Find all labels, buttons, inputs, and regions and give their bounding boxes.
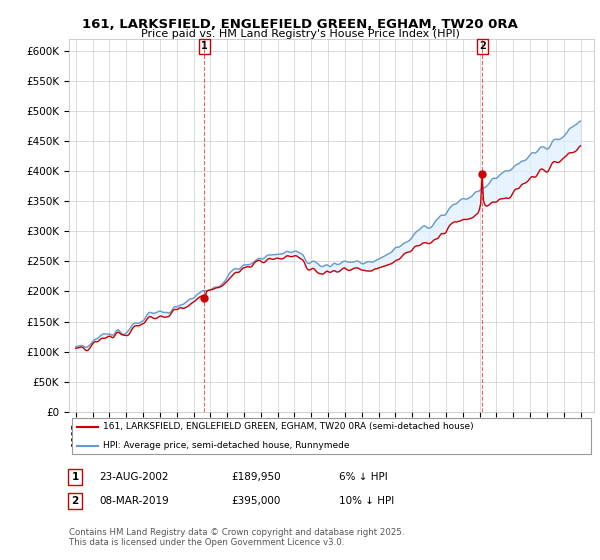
Text: 2: 2 <box>71 496 79 506</box>
Text: 1: 1 <box>201 41 208 52</box>
Text: 2: 2 <box>479 41 486 52</box>
FancyBboxPatch shape <box>71 418 592 454</box>
Text: HPI: Average price, semi-detached house, Runnymede: HPI: Average price, semi-detached house,… <box>103 441 350 450</box>
Text: 23-AUG-2002: 23-AUG-2002 <box>99 472 169 482</box>
Text: 161, LARKSFIELD, ENGLEFIELD GREEN, EGHAM, TW20 0RA: 161, LARKSFIELD, ENGLEFIELD GREEN, EGHAM… <box>82 18 518 31</box>
Text: 161, LARKSFIELD, ENGLEFIELD GREEN, EGHAM, TW20 0RA (semi-detached house): 161, LARKSFIELD, ENGLEFIELD GREEN, EGHAM… <box>103 422 474 431</box>
Text: Contains HM Land Registry data © Crown copyright and database right 2025.
This d: Contains HM Land Registry data © Crown c… <box>69 528 404 547</box>
Text: 08-MAR-2019: 08-MAR-2019 <box>99 496 169 506</box>
Text: £189,950: £189,950 <box>231 472 281 482</box>
Text: 10% ↓ HPI: 10% ↓ HPI <box>339 496 394 506</box>
Text: £395,000: £395,000 <box>231 496 280 506</box>
Text: 1: 1 <box>71 472 79 482</box>
Text: 6% ↓ HPI: 6% ↓ HPI <box>339 472 388 482</box>
Text: Price paid vs. HM Land Registry's House Price Index (HPI): Price paid vs. HM Land Registry's House … <box>140 29 460 39</box>
